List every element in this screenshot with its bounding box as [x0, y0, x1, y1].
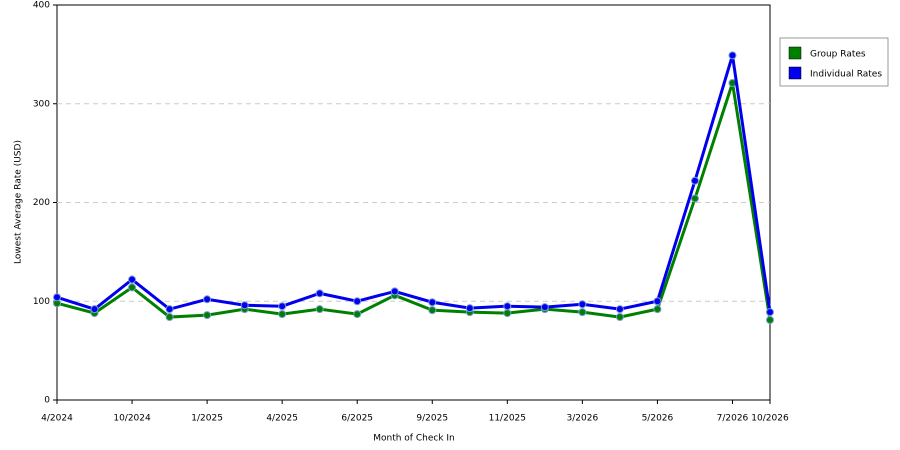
y-tick-label: 200: [33, 198, 50, 208]
data-point: [390, 287, 399, 296]
data-point: [278, 310, 287, 319]
data-point: [353, 297, 362, 306]
series-line: [56, 82, 772, 321]
data-point: [690, 176, 699, 185]
x-tick-label: 4/2024: [41, 414, 73, 424]
data-point: [653, 297, 662, 306]
data-point: [728, 51, 737, 60]
legend-label: Group Rates: [810, 50, 866, 60]
x-tick-label: 6/2025: [341, 414, 373, 424]
x-axis-label: Month of Check In: [373, 434, 455, 444]
data-point: [240, 301, 249, 310]
x-tick-label: 11/2025: [489, 414, 526, 424]
data-point: [615, 313, 624, 322]
data-point: [465, 304, 474, 313]
data-point: [428, 306, 437, 315]
data-point: [278, 302, 287, 311]
data-point: [128, 283, 137, 292]
data-point: [503, 302, 512, 311]
data-point: [128, 275, 137, 284]
y-tick-label: 400: [33, 1, 50, 11]
x-tick-label: 4/2025: [266, 414, 298, 424]
data-point: [90, 305, 99, 314]
data-point: [428, 298, 437, 307]
x-tick-label: 10/2024: [113, 414, 151, 424]
data-point: [53, 293, 61, 302]
data-point: [615, 305, 624, 314]
data-point: [578, 300, 587, 309]
data-point: [766, 316, 774, 325]
data-point: [203, 295, 212, 304]
data-point: [315, 289, 324, 298]
data-point: [203, 311, 212, 320]
legend-label: Individual Rates: [810, 70, 882, 80]
data-point: [165, 313, 174, 322]
data-point: [578, 308, 587, 317]
x-tick-label: 5/2026: [642, 414, 674, 424]
y-tick-label: 300: [33, 99, 50, 109]
x-tick-label: 3/2026: [567, 414, 599, 424]
legend-swatch: [788, 66, 802, 80]
data-point: [540, 303, 549, 312]
y-tick-label: 100: [33, 297, 50, 307]
y-axis-label: Lowest Average Rate (USD): [14, 140, 24, 264]
data-point: [503, 309, 512, 318]
legend-swatch: [788, 46, 802, 60]
y-tick-label: 0: [44, 396, 50, 406]
x-tick-label: 7/2026: [717, 414, 749, 424]
x-tick-label: 9/2025: [416, 414, 448, 424]
data-point: [653, 305, 662, 314]
series-line: [56, 54, 772, 313]
data-point: [690, 194, 699, 203]
data-point: [165, 305, 174, 314]
x-tick-label: 1/2025: [191, 414, 223, 424]
data-point: [315, 305, 324, 314]
x-tick-label: 10/2026: [751, 414, 789, 424]
data-point: [353, 310, 362, 319]
data-point: [766, 308, 774, 317]
